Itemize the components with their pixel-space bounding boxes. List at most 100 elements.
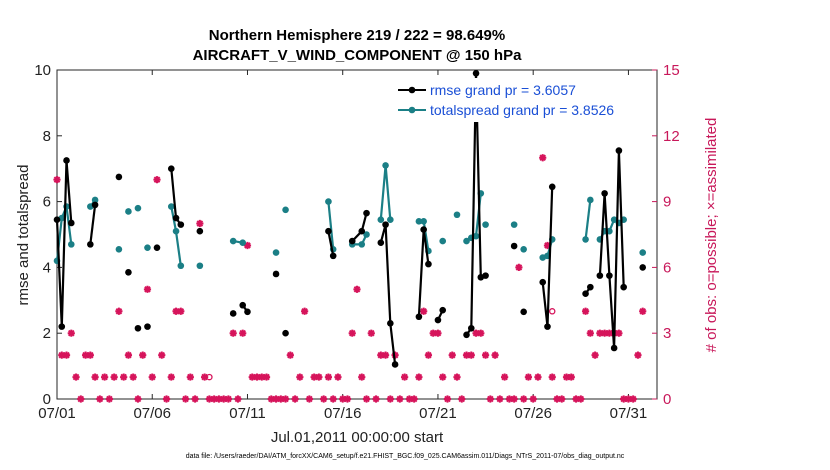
x-axis-label: Jul.01,2011 00:00:00 start [271, 429, 444, 446]
obs-assimilated-marker [134, 395, 142, 403]
obs-assimilated-marker [458, 395, 466, 403]
obs-marker-strokes [515, 263, 523, 271]
totalspread-point [144, 244, 151, 251]
rmse-point [282, 329, 289, 337]
obs-marker-strokes [615, 329, 623, 337]
obs-assimilated-marker [553, 395, 561, 403]
obs-assimilated-marker [620, 395, 628, 403]
obs-marker-strokes [53, 176, 61, 184]
obs-assimilated-marker [167, 373, 175, 381]
rmse-point [329, 252, 337, 260]
rmse-point [415, 313, 423, 321]
plot-area: 07/01 07/06 07/11 07/16 07/21 07/26 07/31 0 2 4 6 8… [34, 62, 679, 422]
totalspread-point [387, 216, 394, 223]
rmse-point [587, 283, 594, 291]
obs-assimilated-marker [386, 395, 394, 403]
rmse-point [439, 306, 447, 314]
rmse-point [620, 283, 627, 291]
obs-assimilated-marker [605, 329, 613, 337]
obs-marker-strokes [296, 373, 304, 381]
obs-marker-strokes [124, 351, 133, 359]
obs-marker-strokes [420, 307, 428, 315]
obs-marker-strokes [158, 351, 166, 359]
y-tick-label-right: 6 [663, 259, 671, 276]
rmse-point [348, 237, 356, 245]
rmse-line [465, 72, 482, 336]
obs-marker-strokes [291, 395, 299, 403]
obs-marker-strokes [548, 373, 556, 381]
y-tick-label-left: 10 [34, 62, 51, 79]
obs-assimilated-marker [201, 373, 209, 381]
obs-assimilated-marker [324, 373, 333, 381]
obs-assimilated-marker [281, 395, 290, 403]
obs-marker-strokes [153, 176, 161, 184]
obs-marker-strokes [272, 395, 280, 403]
obs-marker-strokes [543, 241, 552, 250]
obs-marker-strokes [639, 307, 647, 315]
obs-assimilated-marker [239, 329, 247, 337]
obs-assimilated-marker [548, 373, 556, 381]
obs-assimilated-marker [291, 395, 299, 403]
rmse-line [55, 159, 73, 328]
totalspread-point [587, 196, 594, 204]
obs-assimilated-marker [515, 263, 523, 271]
obs-marker-strokes [110, 373, 118, 381]
rmse-point [63, 157, 70, 164]
x-tick-label: 07/31 [610, 405, 648, 422]
x-tick-label: 07/01 [38, 405, 76, 422]
obs-marker-strokes [196, 219, 204, 228]
obs-marker-strokes [415, 373, 423, 381]
legend-spread-swatch-marker [408, 106, 416, 114]
rmse-point [615, 147, 623, 154]
y-tick-label-right: 15 [663, 62, 680, 79]
obs-assimilated-marker [172, 307, 180, 315]
obs-marker-strokes [115, 307, 123, 315]
totalspread-line [584, 199, 592, 240]
obs-marker-strokes [572, 395, 580, 403]
rmse-point [53, 216, 61, 223]
obs-assimilated-marker [301, 307, 309, 315]
totalspread-point [358, 241, 366, 248]
obs-assimilated-marker [477, 329, 485, 337]
obs-marker-strokes [139, 351, 147, 359]
obs-marker-strokes [210, 395, 218, 403]
legend-box [394, 78, 650, 122]
totalspread-point [520, 246, 527, 253]
rmse-point [177, 221, 185, 228]
obs-assimilated-marker [262, 373, 271, 381]
rmse-point [610, 344, 618, 352]
obs-assimilated-marker [320, 395, 328, 403]
totalspread-point [439, 237, 447, 245]
obs-marker-strokes [539, 154, 547, 162]
obs-marker-strokes [486, 395, 494, 403]
obs-assimilated-marker [410, 395, 418, 403]
x-tick-label: 07/11 [229, 405, 265, 422]
obs-assimilated-marker [520, 395, 528, 403]
obs-marker-strokes [248, 373, 256, 381]
obs-assimilated-marker [67, 329, 75, 337]
obs-marker-strokes [453, 373, 461, 381]
rmse-point [482, 272, 489, 279]
rmse-point [125, 269, 132, 276]
obs-marker-strokes [467, 351, 475, 359]
obs-assimilated-marker [401, 373, 409, 381]
totalspread-point [91, 196, 99, 204]
obs-marker-strokes [620, 395, 628, 403]
obs-marker-strokes [443, 395, 452, 403]
obs-assimilated-marker [329, 395, 337, 403]
obs-assimilated-marker [486, 395, 494, 403]
totalspread-point [125, 208, 132, 215]
rmse-point [144, 323, 151, 330]
totalspread-point [134, 204, 142, 212]
obs-assimilated-marker [224, 395, 233, 403]
totalspread-point [472, 232, 480, 240]
obs-assimilated-marker [343, 395, 352, 403]
legend: rmse grand pr = 3.6057 totalspread grand… [394, 78, 650, 122]
obs-assimilated-marker [53, 176, 61, 184]
obs-assimilated-marker [153, 176, 161, 184]
obs-marker-strokes [86, 351, 94, 359]
rmse-point [601, 190, 608, 197]
obs-marker-strokes [424, 351, 433, 359]
rmse-point [596, 272, 604, 279]
